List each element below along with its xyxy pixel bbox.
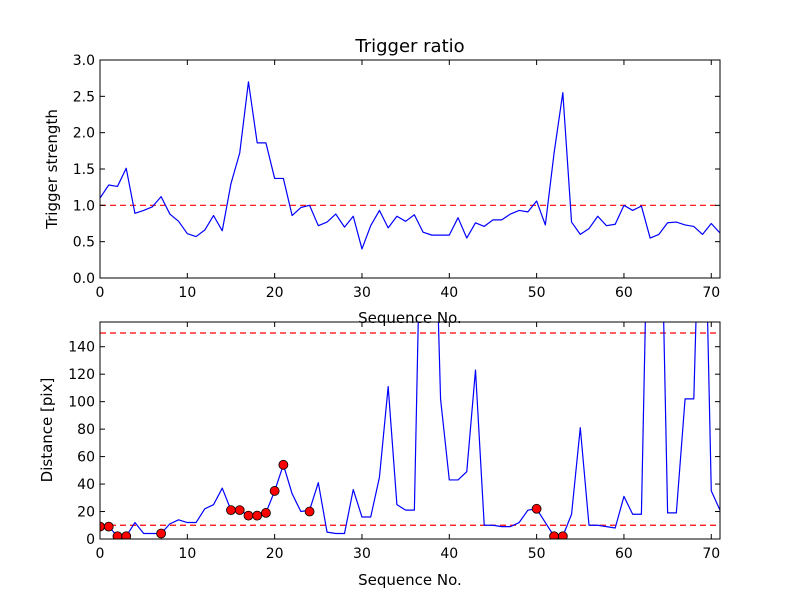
top-ticks: 0 10 20 30 40 50 60 70 0.0 0.5 1.0 1.5 2.0 2.5 3.0 [73,53,720,301]
top-x-tick-label: 20 [266,285,284,301]
bottom-y-tick-label: 60 [77,450,95,466]
top-x-tick-label: 0 [96,285,105,301]
bottom-marker-point [269,486,280,496]
bottom-panel: 0 10 20 30 40 50 60 70 0 20 40 60 80 100 120 140 Sequen… [38,321,721,589]
top-x-tick-label: 10 [178,285,196,301]
bottom-marker-point [304,506,315,517]
bottom-marker-point [278,459,289,470]
bottom-marker-point [121,531,132,539]
bottom-y-tick-label: 120 [68,367,95,383]
bottom-x-axis-label: Sequence No. [358,571,462,589]
chart-title-top: Trigger ratio [354,36,464,57]
bottom-marker-point [226,505,236,516]
bottom-plot-frame [99,321,721,540]
bottom-x-tick-label: 20 [266,546,284,562]
top-series-line-0 [100,81,720,250]
top-y-axis-label: Trigger strength [43,109,61,230]
bottom-marker-point [252,510,263,521]
bottom-y-tick-label: 40 [77,477,95,493]
top-x-tick-label: 50 [528,285,546,301]
bottom-y-tick-label: 20 [77,505,95,521]
top-y-tick-label: 0.5 [73,235,95,251]
top-panel: Trigger ratio 0 10 20 30 40 50 60 70 0.0 0.5 1.0 1.… [43,36,721,327]
bottom-x-tick-label: 30 [353,546,371,562]
bottom-x-tick-label: 60 [615,546,633,562]
bottom-x-tick-label: 50 [528,546,546,562]
top-plot-frame [99,59,721,279]
bottom-series-layer [100,322,720,537]
bottom-threshold-lines [100,332,720,526]
bottom-y-axis-label: Distance [pix] [38,378,56,483]
top-y-tick-label: 2.5 [73,89,95,105]
top-x-axis-label: Sequence No. [358,309,462,327]
bottom-x-tick-label: 70 [702,546,720,562]
bottom-marker-point [234,505,245,516]
bottom-y-tick-label: 100 [68,395,95,411]
bottom-y-tick-label: 0 [86,532,95,548]
top-x-tick-label: 30 [353,285,371,301]
bottom-y-tick-label: 140 [68,340,95,356]
top-y-tick-label: 2.0 [73,126,95,142]
bottom-markers-layer [100,459,568,539]
bottom-marker-point [531,503,542,514]
bottom-x-tick-label: 40 [440,546,458,562]
top-series-layer [100,81,720,250]
top-y-tick-label: 1.5 [73,162,95,178]
top-x-tick-label: 40 [440,285,458,301]
bottom-series-line-0 [100,322,720,537]
top-y-tick-label: 3.0 [73,53,95,69]
top-y-tick-label: 0.0 [73,271,95,287]
bottom-marker-point [557,531,568,539]
bottom-marker-point [103,521,114,532]
bottom-x-tick-label: 0 [96,546,105,562]
bottom-x-tick-label: 10 [178,546,196,562]
bottom-marker-point [261,508,271,518]
bottom-ticks: 0 10 20 30 40 50 60 70 0 20 40 60 80 100 120 140 [68,322,720,562]
bottom-y-tick-label: 80 [77,422,95,438]
top-y-tick-label: 1.0 [73,198,95,214]
bottom-marker-point [156,528,167,539]
top-x-tick-label: 60 [615,285,633,301]
bottom-marker-point [243,510,254,521]
top-x-tick-label: 70 [702,285,720,301]
